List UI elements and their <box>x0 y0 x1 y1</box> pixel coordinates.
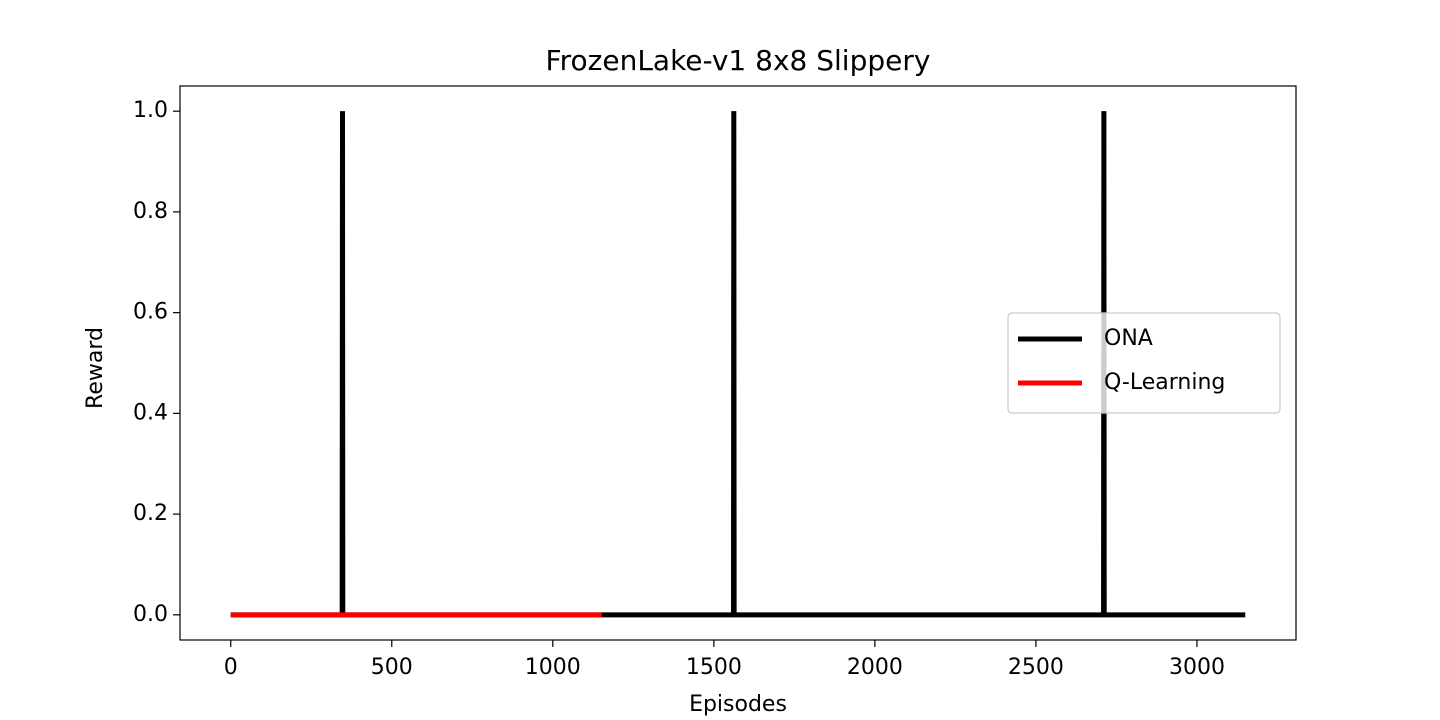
x-tick-label: 3000 <box>1169 655 1225 680</box>
chart-title: FrozenLake-v1 8x8 Slippery <box>546 44 931 77</box>
x-axis-label: Episodes <box>689 692 787 717</box>
y-tick-label: 0.4 <box>133 400 168 425</box>
x-tick-label: 2000 <box>847 655 903 680</box>
x-tick-label: 1000 <box>525 655 581 680</box>
x-tick-label: 0 <box>224 655 238 680</box>
legend-label: ONA <box>1104 326 1153 351</box>
y-tick-label: 0.8 <box>133 199 168 224</box>
x-tick-label: 1500 <box>686 655 742 680</box>
y-tick-label: 1.0 <box>133 98 168 123</box>
legend: ONA Q-Learning <box>1007 312 1281 414</box>
y-axis-label: Reward <box>83 327 108 409</box>
legend-label: Q-Learning <box>1104 370 1225 395</box>
x-tick-label: 2500 <box>1008 655 1064 680</box>
y-tick-label: 0.0 <box>133 602 168 627</box>
y-tick-label: 0.2 <box>133 501 168 526</box>
y-tick-label: 0.6 <box>133 300 168 325</box>
x-tick-label: 500 <box>371 655 413 680</box>
plot-frame <box>179 85 1297 641</box>
line-series <box>230 111 1246 618</box>
